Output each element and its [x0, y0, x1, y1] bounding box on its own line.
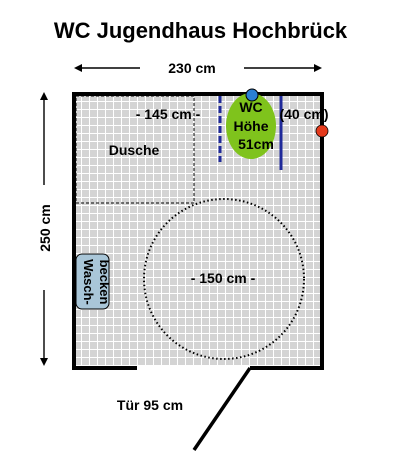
wc-height-value: 51cm	[238, 136, 274, 152]
wc-label: WC	[239, 99, 262, 115]
shower-width-label: - 145 cm -	[136, 106, 201, 122]
sink-label-line2: becken	[97, 260, 112, 305]
shower-area	[75, 95, 195, 204]
sink	[75, 253, 110, 310]
flush-button-icon	[245, 88, 259, 102]
page-title: WC Jugendhaus Hochbrück	[53, 18, 348, 43]
width-dimension: 230 cm	[74, 60, 322, 76]
wc-side-space-label: (40 cm)	[279, 106, 328, 122]
wc-bowl	[226, 93, 276, 159]
door-leaf	[192, 367, 252, 451]
tiled-floor	[76, 96, 320, 366]
walls	[72, 92, 324, 370]
height-dimension: 250 cm	[37, 92, 53, 366]
turning-circle-label: - 150 cm -	[191, 270, 256, 286]
wc-height-label: Höhe	[234, 118, 269, 134]
width-label: 230 cm	[168, 60, 215, 76]
alarm-button-icon	[315, 124, 329, 138]
shower-label: Dusche	[109, 142, 160, 158]
door-label: Tür 95 cm	[117, 397, 183, 413]
turning-circle	[143, 198, 305, 360]
sink-label-line1: Wasch-	[81, 259, 96, 305]
height-label: 250 cm	[37, 204, 53, 251]
